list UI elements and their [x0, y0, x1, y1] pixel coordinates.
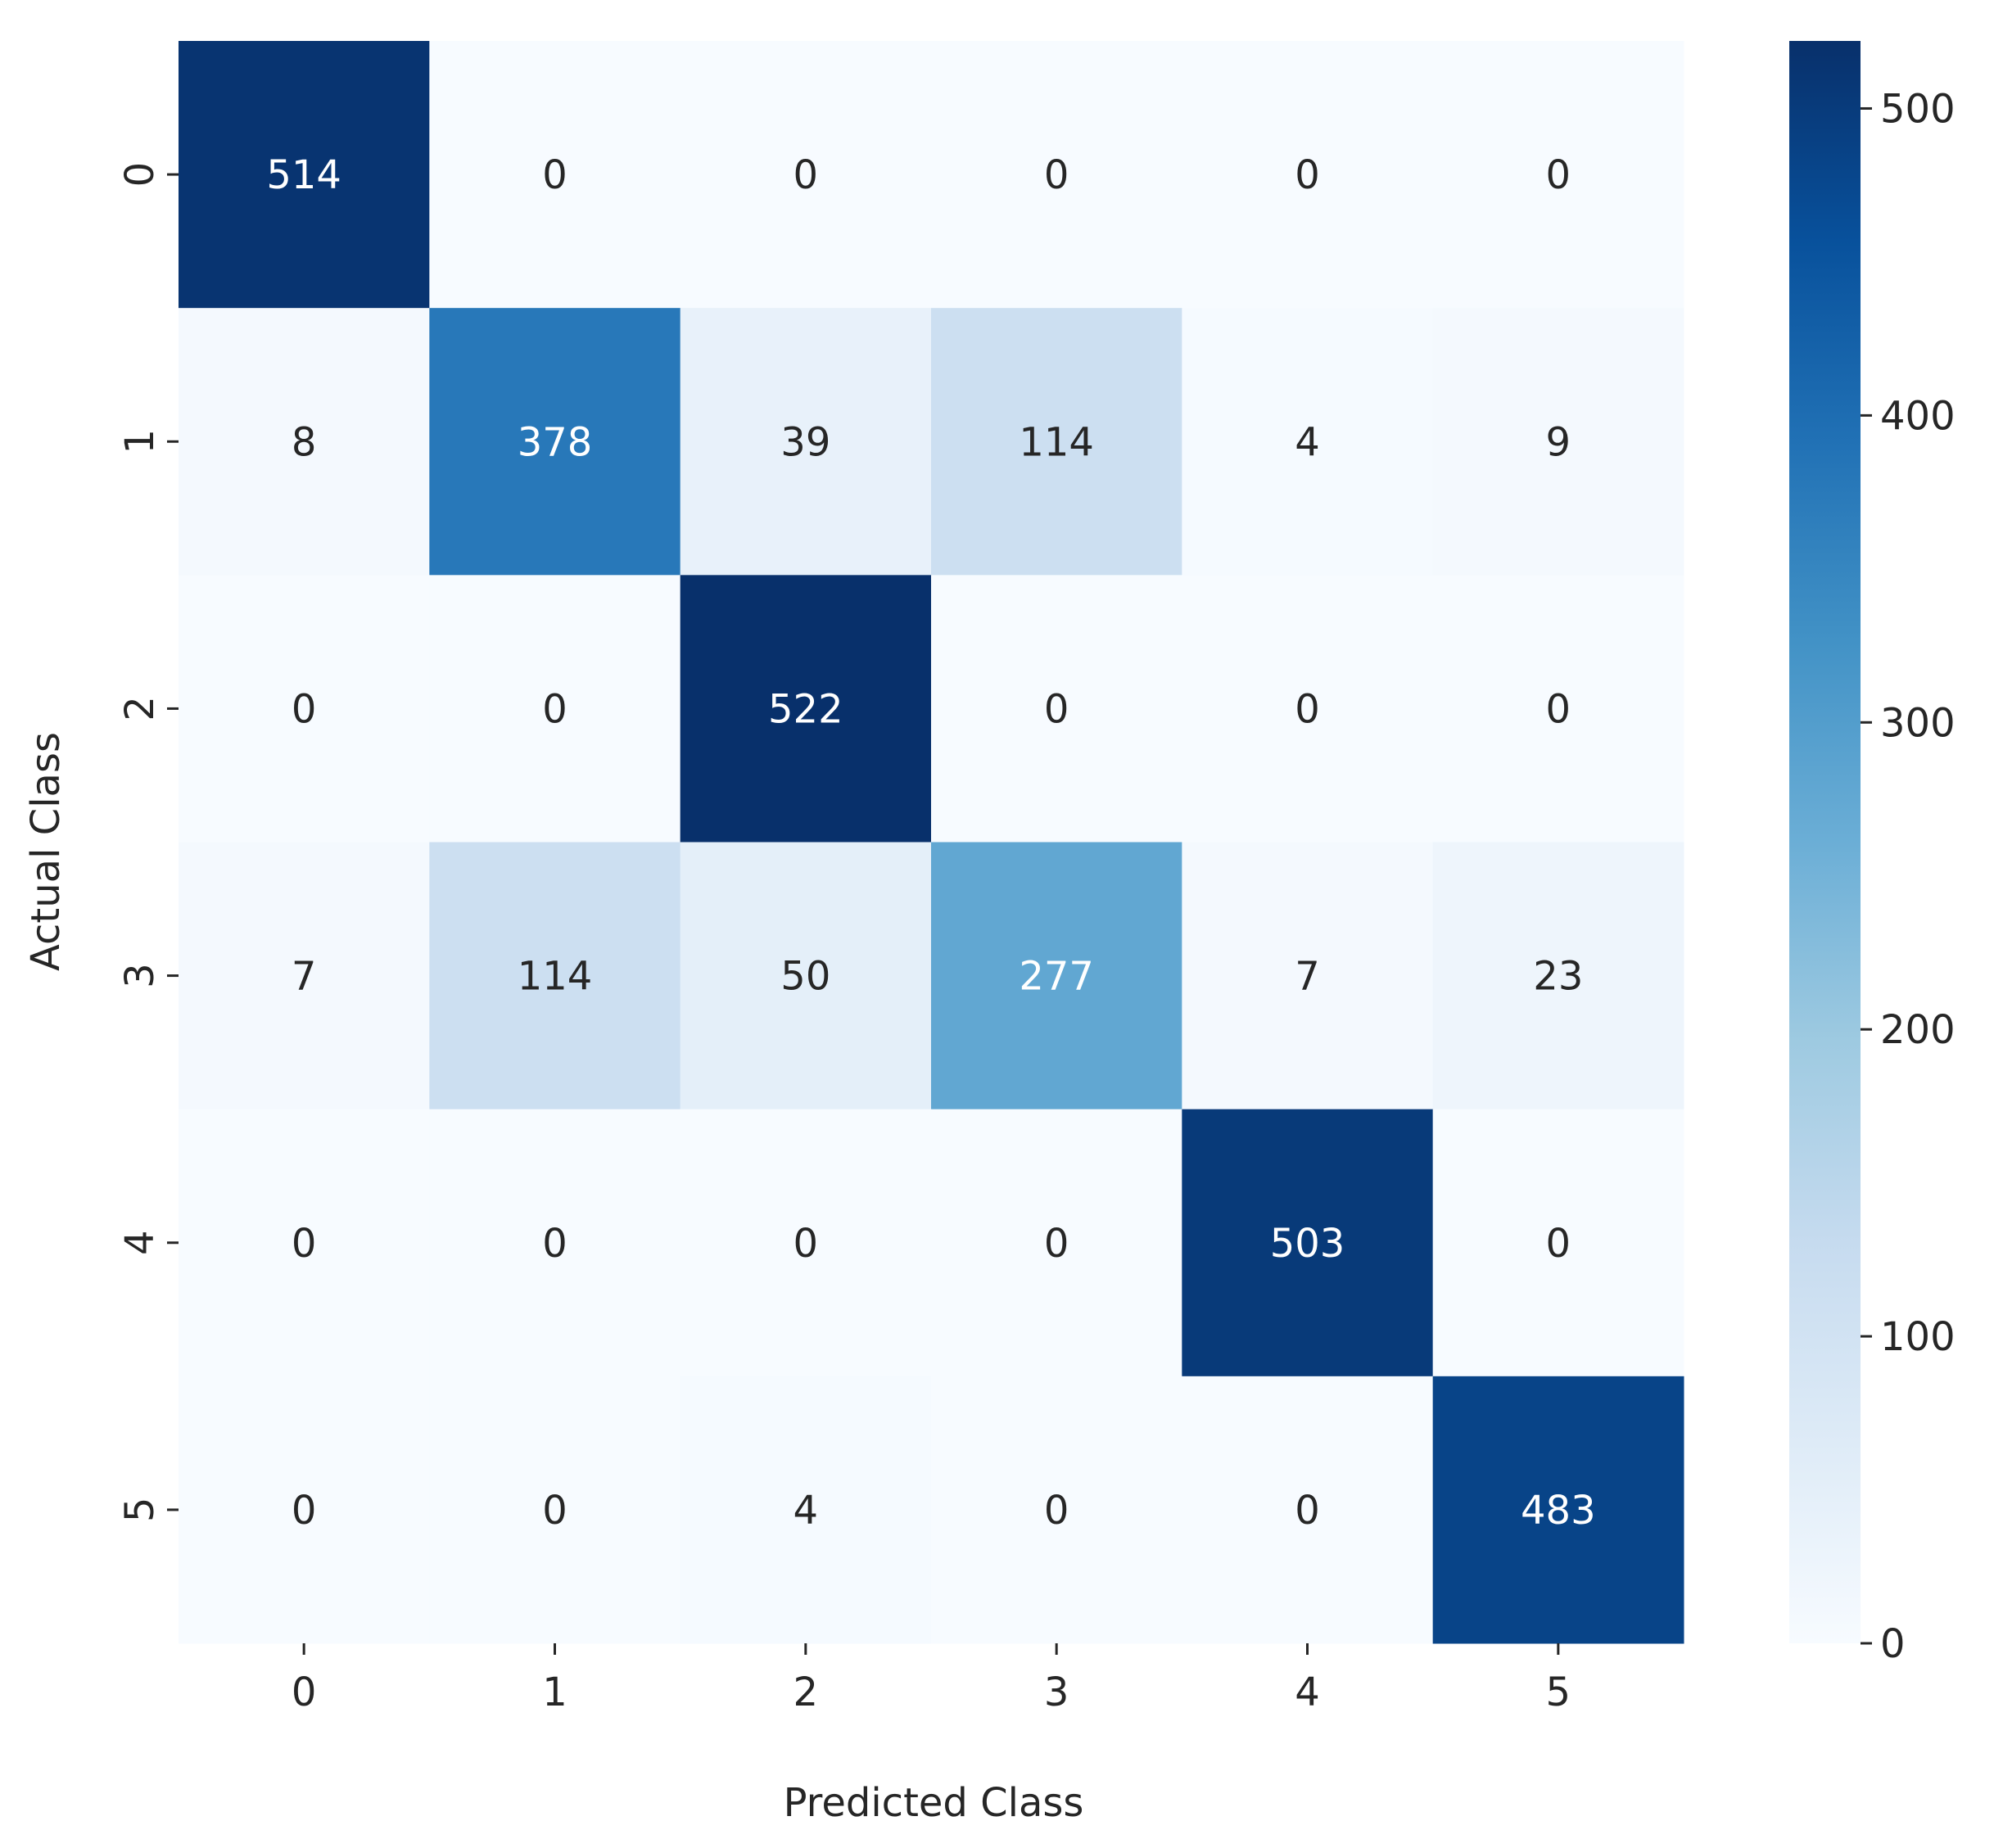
- heatmap-cell-r1-c3: [931, 308, 1182, 576]
- y-tick-label: 1: [117, 429, 163, 454]
- y-axis-label: Actual Class: [23, 732, 69, 971]
- cell-value-label: 0: [292, 686, 317, 732]
- cell-value-label: 0: [1546, 686, 1571, 732]
- heatmap-cell-r5-c4: [1182, 1376, 1434, 1644]
- heatmap-cell-r1-c1: [429, 308, 681, 576]
- heatmap-cell-r4-c3: [931, 1109, 1182, 1377]
- heatmap-cell-r3-c1: [429, 842, 681, 1110]
- colorbar-tick-label: 100: [1880, 1314, 1956, 1360]
- cell-value-label: 50: [780, 954, 830, 1000]
- heatmap-cell-r3-c5: [1432, 842, 1684, 1110]
- cell-value-label: 4: [794, 1488, 819, 1534]
- heatmap-cell-r0-c3: [931, 41, 1182, 309]
- heatmap-cell-r5-c1: [429, 1376, 681, 1644]
- heatmap-cell-r4-c1: [429, 1109, 681, 1377]
- cell-value-label: 0: [542, 1221, 567, 1267]
- heatmap-cell-r3-c0: [179, 842, 430, 1110]
- cell-value-label: 0: [1044, 1488, 1069, 1534]
- cell-value-label: 0: [292, 1221, 317, 1267]
- heatmap-cell-r1-c4: [1182, 308, 1434, 576]
- cell-value-label: 23: [1533, 954, 1583, 1000]
- x-axis-ticks: 0 1 2 3 4 5: [292, 1643, 1571, 1715]
- heatmap-cell-r0-c2: [680, 41, 932, 309]
- heatmap-cell-r4-c0: [179, 1109, 430, 1377]
- heatmap-cell-r0-c0: [179, 41, 430, 309]
- cell-value-label: 7: [292, 954, 317, 1000]
- cell-value-label: 4: [1295, 419, 1320, 465]
- heatmap-cell-r5-c2: [680, 1376, 932, 1644]
- heatmap-cell-r5-c3: [931, 1376, 1182, 1644]
- heatmap-cell-r0-c4: [1182, 41, 1434, 309]
- x-tick-label: 4: [1295, 1670, 1320, 1715]
- heatmap-cell-r4-c5: [1432, 1109, 1684, 1377]
- cell-value-label: 114: [1019, 419, 1094, 465]
- cell-value-label: 277: [1019, 954, 1094, 1000]
- x-tick-label: 2: [794, 1670, 819, 1715]
- cell-value-label: 0: [1044, 152, 1069, 198]
- colorbar-tick-label: 0: [1880, 1621, 1906, 1667]
- cell-value-label: 378: [518, 419, 593, 465]
- heatmap-cell-r2-c5: [1432, 575, 1684, 843]
- heatmap-cell-r4-c2: [680, 1109, 932, 1377]
- y-tick-label: 4: [117, 1230, 163, 1255]
- cell-value-label: 0: [542, 152, 567, 198]
- heatmap-cells: 514 0 0 0 0 0 8 378 39 114 4 9 0 0 522 0 0 0 7 114 50 277 7 23 0…: [179, 41, 1684, 1644]
- heatmap-cell-r3-c3: [931, 842, 1182, 1110]
- y-tick-label: 0: [117, 162, 163, 188]
- cell-value-label: 0: [1295, 152, 1320, 198]
- heatmap-cell-r3-c2: [680, 842, 932, 1110]
- heatmap-cell-r2-c0: [179, 575, 430, 843]
- cell-value-label: 0: [794, 152, 819, 198]
- cell-value-label: 0: [1546, 152, 1571, 198]
- heatmap-cell-r1-c5: [1432, 308, 1684, 576]
- x-axis-label: Predicted Class: [784, 1780, 1084, 1826]
- cell-value-label: 503: [1270, 1221, 1345, 1267]
- heatmap-cell-r0-c5: [1432, 41, 1684, 309]
- heatmap-cell-r5-c5: [1432, 1376, 1684, 1644]
- heatmap-cell-r4-c4: [1182, 1109, 1434, 1377]
- cell-value-label: 0: [1295, 686, 1320, 732]
- cell-value-label: 0: [794, 1221, 819, 1267]
- y-tick-label: 2: [117, 696, 163, 721]
- heatmap-cell-r0-c1: [429, 41, 681, 309]
- cell-value-label: 0: [542, 686, 567, 732]
- y-axis-ticks: 0 1 2 3 4 5: [117, 162, 179, 1522]
- colorbar: 0 100 200 300 400 500: [1789, 41, 1956, 1667]
- heatmap-cell-r5-c0: [179, 1376, 430, 1644]
- heatmap-cell-r1-c0: [179, 308, 430, 576]
- cell-value-label: 483: [1521, 1488, 1596, 1534]
- colorbar-tick-label: 400: [1880, 393, 1956, 439]
- colorbar-gradient: [1789, 41, 1861, 1643]
- heatmap-cell-r2-c1: [429, 575, 681, 843]
- colorbar-tick-label: 200: [1880, 1007, 1956, 1053]
- heatmap-cell-r2-c2: [680, 575, 932, 843]
- cell-value-label: 0: [1295, 1488, 1320, 1534]
- cell-value-label: 0: [1044, 686, 1069, 732]
- x-tick-label: 5: [1546, 1670, 1571, 1715]
- colorbar-tick-label: 500: [1880, 86, 1956, 132]
- cell-value-label: 9: [1546, 419, 1571, 465]
- cell-value-label: 0: [542, 1488, 567, 1534]
- colorbar-tick-label: 300: [1880, 700, 1956, 746]
- heatmap-cell-r1-c2: [680, 308, 932, 576]
- heatmap-cell-r3-c4: [1182, 842, 1434, 1110]
- cell-value-label: 514: [266, 152, 341, 198]
- cell-value-label: 522: [768, 686, 843, 732]
- cell-value-label: 114: [518, 954, 593, 1000]
- heatmap-cell-r2-c3: [931, 575, 1182, 843]
- heatmap-cell-r2-c4: [1182, 575, 1434, 843]
- x-tick-label: 1: [542, 1670, 567, 1715]
- cell-value-label: 7: [1295, 954, 1320, 1000]
- cell-value-label: 0: [1546, 1221, 1571, 1267]
- y-tick-label: 5: [117, 1498, 163, 1523]
- x-tick-label: 0: [292, 1670, 317, 1715]
- cell-value-label: 39: [780, 419, 830, 465]
- cell-value-label: 0: [1044, 1221, 1069, 1267]
- y-tick-label: 3: [117, 963, 163, 988]
- x-tick-label: 3: [1044, 1670, 1069, 1715]
- colorbar-ticks: 0 100 200 300 400 500: [1861, 86, 1956, 1667]
- cell-value-label: 0: [292, 1488, 317, 1534]
- cell-value-label: 8: [292, 419, 317, 465]
